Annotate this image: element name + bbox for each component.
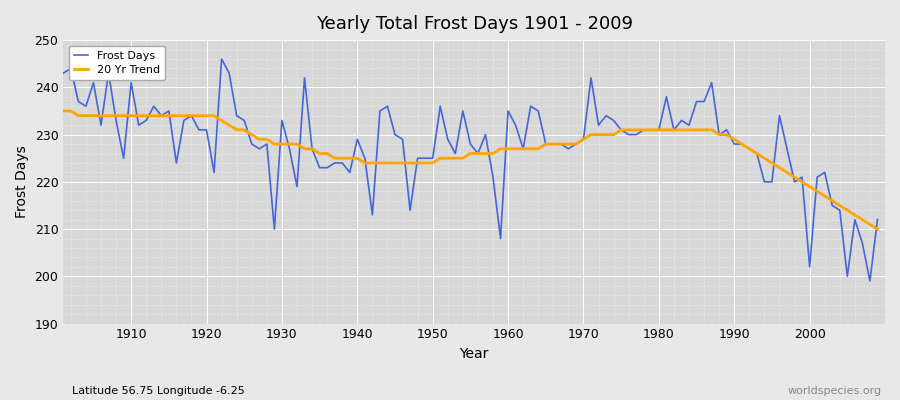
Frost Days <box>600 113 611 118</box>
Frost Days <box>58 71 68 76</box>
20 Yr Trend <box>503 146 514 151</box>
Title: Yearly Total Frost Days 1901 - 2009: Yearly Total Frost Days 1901 - 2009 <box>316 15 633 33</box>
Frost Days <box>118 156 129 161</box>
20 Yr Trend <box>872 227 883 232</box>
Y-axis label: Frost Days: Frost Days <box>15 146 29 218</box>
Frost Days <box>503 108 514 113</box>
Frost Days <box>292 184 302 189</box>
Text: worldspecies.org: worldspecies.org <box>788 386 882 396</box>
X-axis label: Year: Year <box>460 347 489 361</box>
Frost Days <box>216 57 227 62</box>
Line: Frost Days: Frost Days <box>63 59 878 281</box>
Frost Days <box>510 123 521 128</box>
Legend: Frost Days, 20 Yr Trend: Frost Days, 20 Yr Trend <box>68 46 166 80</box>
20 Yr Trend <box>593 132 604 137</box>
20 Yr Trend <box>118 113 129 118</box>
Frost Days <box>865 279 876 284</box>
Frost Days <box>872 217 883 222</box>
Frost Days <box>337 160 347 165</box>
20 Yr Trend <box>329 156 340 161</box>
Text: Latitude 56.75 Longitude -6.25: Latitude 56.75 Longitude -6.25 <box>72 386 245 396</box>
Line: 20 Yr Trend: 20 Yr Trend <box>63 111 878 229</box>
20 Yr Trend <box>284 142 295 146</box>
20 Yr Trend <box>58 108 68 113</box>
20 Yr Trend <box>495 146 506 151</box>
